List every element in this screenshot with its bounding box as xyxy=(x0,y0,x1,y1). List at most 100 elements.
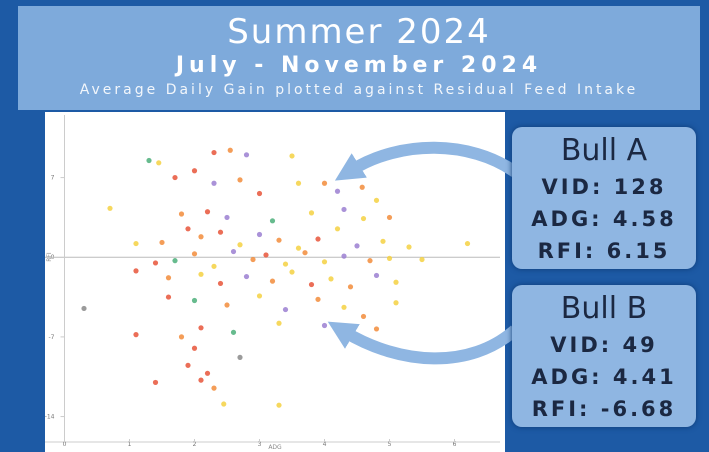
point xyxy=(156,160,162,166)
point xyxy=(386,255,393,261)
point xyxy=(289,153,295,159)
x-axis-label: ADG xyxy=(268,444,282,451)
point xyxy=(217,229,224,235)
point xyxy=(237,242,243,248)
point xyxy=(269,278,276,284)
point xyxy=(152,260,159,266)
point xyxy=(165,275,172,281)
caption: Average Daily Gain plotted against Resid… xyxy=(79,82,639,98)
point xyxy=(386,214,393,221)
point xyxy=(133,332,139,338)
callout-line: ADG: 4.58 xyxy=(531,207,677,231)
callout-title: Bull B xyxy=(560,291,648,326)
x-tick-label: 5 xyxy=(388,441,392,448)
point xyxy=(354,243,360,249)
point xyxy=(321,180,328,186)
y-tick-label: -7 xyxy=(49,334,55,341)
point xyxy=(107,205,113,211)
point xyxy=(250,256,256,263)
point xyxy=(276,402,282,408)
point xyxy=(221,401,227,407)
point xyxy=(204,370,211,376)
point xyxy=(360,215,367,222)
point xyxy=(295,245,302,251)
point xyxy=(341,304,347,310)
point xyxy=(359,184,365,190)
point xyxy=(211,149,217,156)
callout-line: VID: 49 xyxy=(550,333,658,357)
point xyxy=(152,379,159,386)
point xyxy=(321,322,328,329)
point xyxy=(464,240,471,247)
point xyxy=(191,168,198,174)
point xyxy=(185,226,191,232)
point xyxy=(243,152,250,158)
point xyxy=(302,250,308,256)
point xyxy=(133,268,139,274)
point xyxy=(256,293,263,299)
point xyxy=(133,240,139,247)
x-tick-label: 0 xyxy=(63,441,67,448)
point xyxy=(224,214,230,221)
point xyxy=(334,226,341,232)
point xyxy=(198,325,204,331)
y-tick-label: 7 xyxy=(51,175,55,182)
point xyxy=(341,206,347,213)
point xyxy=(373,326,380,332)
point xyxy=(276,237,282,243)
callout-line: RFI: -6.68 xyxy=(531,397,677,421)
point xyxy=(191,345,198,351)
point xyxy=(360,313,367,320)
point xyxy=(211,180,217,186)
point xyxy=(198,271,204,277)
point xyxy=(198,377,204,383)
callout-title: Bull A xyxy=(560,133,648,168)
point xyxy=(380,238,386,244)
x-tick-label: 4 xyxy=(323,441,327,448)
point xyxy=(81,305,87,312)
point xyxy=(406,244,412,250)
point xyxy=(256,190,263,197)
point xyxy=(191,297,198,304)
point xyxy=(419,256,425,263)
y-tick-label: -14 xyxy=(45,414,55,421)
point xyxy=(256,231,263,238)
point xyxy=(315,296,321,302)
point xyxy=(334,188,341,194)
point xyxy=(227,147,233,153)
point xyxy=(373,197,380,203)
point xyxy=(211,263,217,269)
x-tick-label: 2 xyxy=(193,441,197,448)
point xyxy=(348,330,354,336)
point xyxy=(289,269,295,275)
point xyxy=(165,294,172,300)
point xyxy=(198,234,204,240)
point xyxy=(211,385,217,391)
point xyxy=(276,320,282,326)
point xyxy=(178,334,185,340)
point xyxy=(308,210,315,216)
point xyxy=(146,157,152,164)
point xyxy=(393,279,399,285)
point xyxy=(341,253,347,259)
point xyxy=(393,300,399,306)
point xyxy=(321,259,328,265)
callout-line: RFI: 6.15 xyxy=(537,239,671,263)
x-tick-label: 1 xyxy=(128,441,132,448)
callout-line: ADG: 4.41 xyxy=(531,365,677,389)
plot-background xyxy=(45,112,505,452)
point xyxy=(367,258,373,264)
point xyxy=(230,329,237,335)
point xyxy=(328,276,334,282)
point xyxy=(373,272,380,279)
point xyxy=(282,261,289,267)
callout: Bull B VID: 49 ADG: 4.41 RFI: -6.68 xyxy=(512,285,696,427)
point xyxy=(185,362,191,368)
subtitle: July - November 2024 xyxy=(175,53,543,78)
callout: Bull A VID: 128 ADG: 4.58 RFI: 6.15 xyxy=(512,127,696,269)
point xyxy=(217,280,224,287)
point xyxy=(204,209,211,215)
point xyxy=(172,258,178,264)
x-tick-label: 3 xyxy=(258,441,262,448)
